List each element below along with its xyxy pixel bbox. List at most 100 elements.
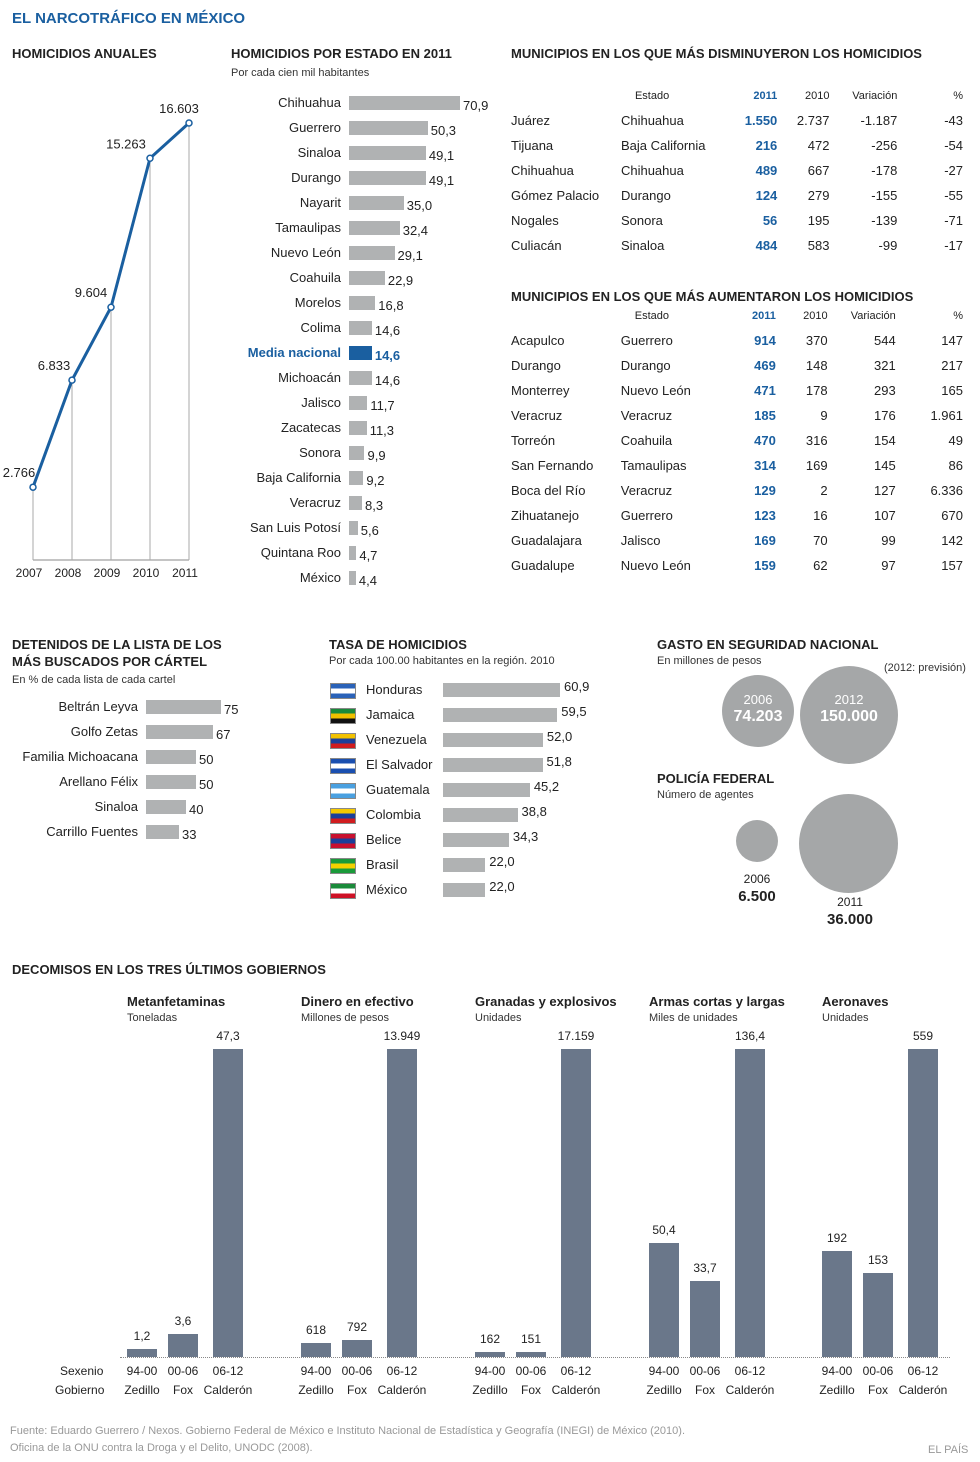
table-header-cell <box>511 310 621 328</box>
table-cell: 127 <box>874 483 896 498</box>
seizure-bar <box>561 1049 591 1357</box>
rate-value-label: 38,8 <box>521 804 547 819</box>
seizure-panel-unit: Unidades <box>822 1012 869 1024</box>
detained-label: Golfo Zetas <box>70 724 138 739</box>
state-heading: HOMICIDIOS POR ESTADO EN 2011 <box>231 46 452 61</box>
table-cell: Chihuahua <box>620 163 684 178</box>
state-label: Veracruz <box>289 495 341 510</box>
detained-bar <box>146 825 179 839</box>
annual-value-label: 16.603 <box>159 101 199 116</box>
increase-table: Estado 2011 2010 Variación% Acapulco Guerrero… <box>511 310 963 578</box>
rate-bar <box>443 808 518 822</box>
table-cell: 217 <box>941 358 963 373</box>
seizure-government-label: Calderón <box>898 1383 948 1397</box>
state-label: Quintana Roo <box>260 545 341 560</box>
state-value-label: 16,8 <box>378 298 404 313</box>
police-value-2011: 36.000 <box>827 911 873 928</box>
table-row: Boca del Río Veracruz 129 2 127 6.336 <box>511 478 963 503</box>
table-cell: Veracruz <box>620 408 673 423</box>
table-header-cell: 2011 <box>751 310 776 322</box>
seizure-government-label: Zedillo <box>298 1383 334 1397</box>
state-value-label: 35,0 <box>406 198 433 213</box>
state-bar <box>349 246 395 260</box>
table-cell: Baja California <box>620 138 706 153</box>
detained-value-label: 75 <box>224 702 239 717</box>
detained-bar <box>146 750 196 764</box>
table-cell: Jalisco <box>620 533 661 548</box>
table-cell: 169 <box>754 533 776 548</box>
seizure-period-label: 06-12 <box>212 1364 244 1378</box>
state-bar <box>349 346 372 360</box>
seizure-period-label: 00-06 <box>515 1364 547 1378</box>
seizure-value-label: 192 <box>826 1231 848 1246</box>
state-label: Sinaloa <box>297 145 341 160</box>
table-cell: 148 <box>805 358 828 373</box>
state-label: Colima <box>300 320 341 335</box>
seizure-government-label: Fox <box>694 1383 715 1397</box>
table-row: Durango Durango 469 148 321 217 <box>511 353 963 378</box>
table-header-cell <box>511 90 621 108</box>
table-cell: 1.961 <box>930 408 963 423</box>
state-bar <box>349 371 372 385</box>
seizure-government-label: Zedillo <box>124 1383 160 1397</box>
seizure-bar <box>168 1333 198 1357</box>
table-cell: -71 <box>944 213 963 228</box>
state-value-label: 9,2 <box>366 473 385 488</box>
seizure-period-label: 00-06 <box>167 1364 199 1378</box>
table-cell: 544 <box>874 333 896 348</box>
table-cell: 159 <box>754 558 776 573</box>
table-header-row: Estado 2011 2010 Variación% <box>511 310 963 328</box>
venezuela-flag-icon <box>330 733 356 749</box>
spending-note: (2012: previsión) <box>884 662 966 674</box>
detained-bar <box>146 700 221 714</box>
rate-value-label: 34,3 <box>512 829 539 844</box>
seizure-panel-title: Metanfetaminas <box>127 994 226 1009</box>
annual-point <box>68 376 76 384</box>
state-value-label: 11,3 <box>369 423 395 438</box>
state-value-label: 29,1 <box>397 248 423 263</box>
table-cell: 165 <box>941 383 963 398</box>
state-bar <box>349 146 426 160</box>
police-year-2011: 2011 <box>837 895 863 909</box>
annual-point <box>107 303 115 311</box>
seizure-period-label: 94-00 <box>648 1364 680 1378</box>
detained-value-label: 67 <box>216 727 231 742</box>
police-circle-2006 <box>736 820 778 862</box>
seizure-panel-unit: Millones de pesos <box>301 1012 390 1024</box>
table-cell: 9 <box>820 408 828 423</box>
gobierno-row-label: Gobierno <box>55 1383 105 1397</box>
police-circle-2011 <box>799 794 898 893</box>
table-header-cell: Variación <box>852 90 898 102</box>
state-label: Durango <box>291 170 341 185</box>
spending-year-2012: 2012 <box>834 692 864 707</box>
seizure-bar <box>649 1243 679 1357</box>
guatemala-flag-icon <box>330 783 356 799</box>
seizure-government-label: Calderón <box>377 1383 427 1397</box>
decrease-table: Estado 2011 2010 Variación% Juárez Chihuahua 1… <box>511 90 963 258</box>
table-cell: 670 <box>941 508 963 523</box>
state-label: Media nacional <box>247 345 341 360</box>
state-value-label: 4,4 <box>358 573 377 588</box>
detained-bar <box>146 725 213 739</box>
table-cell: Nuevo León <box>620 383 691 398</box>
seizure-government-label: Zedillo <box>472 1383 508 1397</box>
brazil-flag-icon <box>330 858 356 874</box>
state-bar <box>349 171 426 185</box>
table-header-cell: 2010 <box>804 90 830 102</box>
table-cell: 195 <box>807 213 830 228</box>
rate-bar <box>443 883 486 897</box>
state-label: Guerrero <box>288 120 341 135</box>
increase-heading: MUNICIPIOS EN LOS QUE MÁS AUMENTARON LOS… <box>511 289 914 304</box>
table-header-cell: % <box>953 90 963 102</box>
table-cell: Durango <box>620 188 671 203</box>
state-bar <box>349 571 356 585</box>
table-cell: Veracruz <box>511 408 563 423</box>
spending-value-2006: 74.203 <box>733 708 783 725</box>
rate-label: México <box>366 882 408 897</box>
table-cell: Coahuila <box>620 433 673 448</box>
table-cell: Monterrey <box>511 383 570 398</box>
rate-bar <box>443 858 486 872</box>
table-row: Zihuatanejo Guerrero 123 16 107 670 <box>511 503 963 528</box>
seizure-value-label: 50,4 <box>652 1223 676 1238</box>
spending-year-2006: 2006 <box>743 692 773 707</box>
